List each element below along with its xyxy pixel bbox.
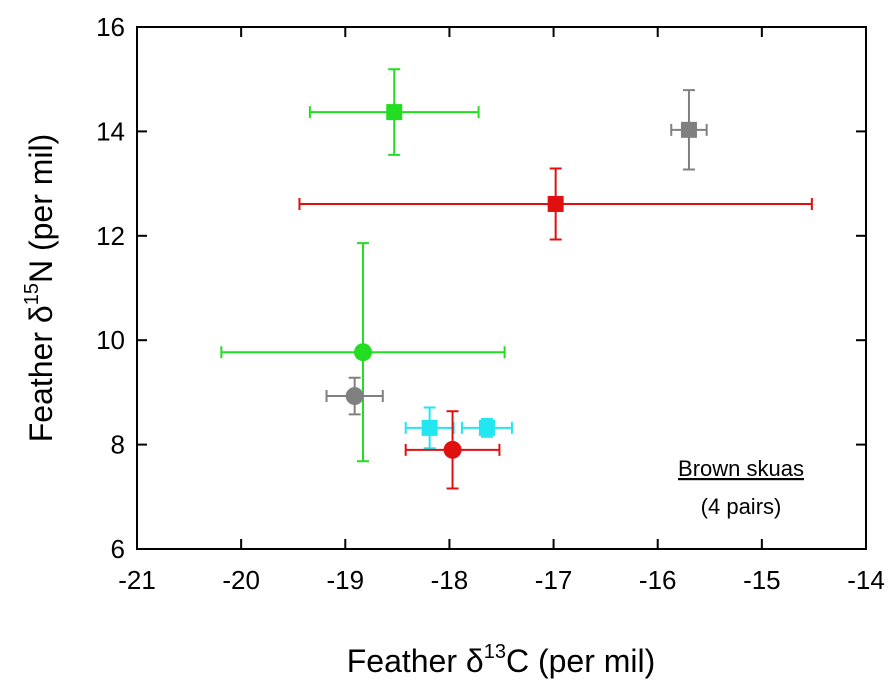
y-label-sup: 15: [21, 283, 43, 305]
point: [547, 195, 564, 212]
point: [421, 419, 438, 436]
x-tick-label: -14: [847, 565, 885, 595]
x-tick-label: -21: [118, 565, 156, 595]
y-label-suffix: N (per mil): [23, 134, 59, 283]
y-tick-label: 10: [96, 325, 125, 355]
y-axis-label: Feather δ15N (per mil): [21, 134, 59, 443]
point: [345, 387, 364, 406]
point: [353, 343, 372, 362]
y-tick-label: 6: [111, 534, 125, 564]
x-label-suffix: C (per mil): [506, 643, 655, 679]
plot-frame: [136, 26, 867, 550]
x-label-sup: 13: [484, 641, 506, 663]
x-axis-label: Feather δ13C (per mil): [347, 641, 656, 679]
point: [680, 121, 697, 138]
x-tick-label: -18: [431, 565, 469, 595]
point: [443, 440, 462, 459]
y-tick-label: 16: [96, 12, 125, 42]
y-tick-label: 14: [96, 116, 125, 146]
y-tick-label: 12: [96, 221, 125, 251]
y-tick-label: 8: [111, 430, 125, 460]
annotation-subtitle: (4 pairs): [701, 494, 782, 519]
x-label-prefix: Feather δ: [347, 643, 484, 679]
x-tick-label: -15: [743, 565, 781, 595]
x-tick-label: -16: [639, 565, 677, 595]
x-tick-label: -19: [326, 565, 364, 595]
y-label-prefix: Feather δ: [23, 305, 59, 442]
x-tick-label: -20: [222, 565, 260, 595]
annotation-title: Brown skuas: [678, 456, 804, 481]
point: [386, 104, 403, 121]
x-tick-label: -17: [535, 565, 573, 595]
point: [478, 419, 495, 436]
